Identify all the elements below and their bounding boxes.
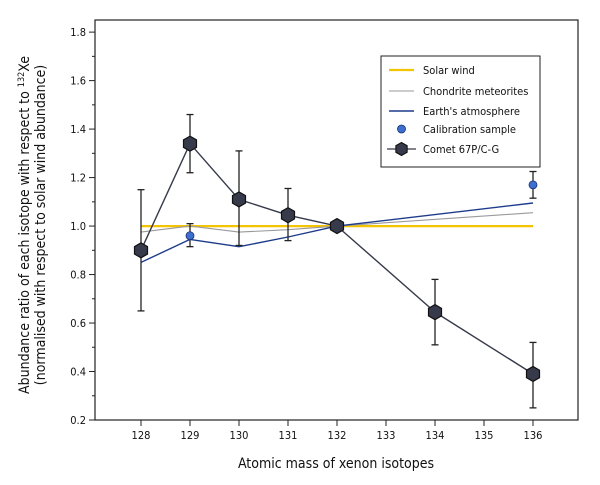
y-tick-label: 1.8 [70, 26, 86, 39]
y-axis-title-line2: (normalised with respect to solar wind a… [33, 65, 49, 385]
x-tick-label: 133 [377, 429, 396, 442]
x-axis: 128 129 130 131 132 133 134 135 136 [132, 420, 543, 442]
x-tick-label: 134 [426, 429, 445, 442]
legend-label: Chondrite meteorites [423, 85, 528, 98]
x-tick-label: 132 [328, 429, 347, 442]
comet-point [280, 206, 296, 224]
x-tick-label: 135 [475, 429, 494, 442]
series-line-earth-s-atmosphere [140, 202, 534, 264]
y-axis: 0.2 0.4 0.6 0.8 1.0 1.2 1.4 1.6 1.8 [70, 26, 95, 427]
legend-item-solar-wind: Solar wind [389, 64, 475, 77]
y-tick-label: 1.4 [70, 123, 86, 136]
y-tick-label: 0.6 [70, 317, 86, 330]
legend-item-calibration-sample: Calibration sample [397, 123, 516, 136]
legend: Solar wind Chondrite meteorites Earth's at… [380, 55, 541, 168]
series-earth-s-atmosphere [140, 202, 534, 264]
y-tick-label: 1.6 [70, 75, 86, 88]
comet-point [427, 303, 443, 321]
legend-swatch [397, 124, 406, 134]
legend-label: Comet 67P/C-G [423, 143, 499, 156]
x-tick-label: 130 [230, 429, 249, 442]
legend-label: Calibration sample [423, 123, 516, 136]
x-tick-label: 129 [181, 429, 200, 442]
y-axis-title-line1: Abundance ratio of each isotope with res… [17, 56, 33, 394]
comet-point [525, 365, 541, 383]
legend-item-chondrite-meteorites: Chondrite meteorites [389, 85, 528, 98]
comet-point [133, 242, 149, 259]
x-tick-label: 128 [132, 429, 151, 442]
y-tick-label: 0.2 [70, 414, 86, 427]
legend-label: Earth's atmosphere [423, 105, 520, 118]
x-tick-label: 136 [524, 429, 543, 442]
comet-point [182, 135, 198, 152]
legend-item-earth-s-atmosphere: Earth's atmosphere [389, 105, 520, 118]
legend-item-comet-67p-c-g: Comet 67P/C-G [387, 141, 499, 157]
y-axis-title: Abundance ratio of each isotope with res… [17, 56, 49, 394]
legend-swatch [395, 141, 408, 157]
series-calibration-sample [185, 170, 538, 248]
y-tick-label: 1.2 [70, 172, 86, 185]
y-tick-label: 0.8 [70, 269, 86, 282]
comet-point [329, 217, 345, 235]
x-tick-label: 131 [279, 429, 298, 442]
series-comet-67p-c-g [133, 113, 541, 409]
comet-point [231, 191, 247, 208]
series-layer [133, 113, 541, 409]
y-tick-label: 0.4 [70, 366, 86, 379]
calibration-point [185, 231, 195, 241]
series-line-chondrite-meteorites [140, 212, 534, 233]
x-axis-title: Atomic mass of xenon isotopes [238, 456, 434, 472]
calibration-point [528, 180, 538, 190]
series-chondrite-meteorites [140, 212, 534, 233]
y-tick-label: 1.0 [70, 220, 86, 233]
legend-label: Solar wind [423, 64, 475, 77]
